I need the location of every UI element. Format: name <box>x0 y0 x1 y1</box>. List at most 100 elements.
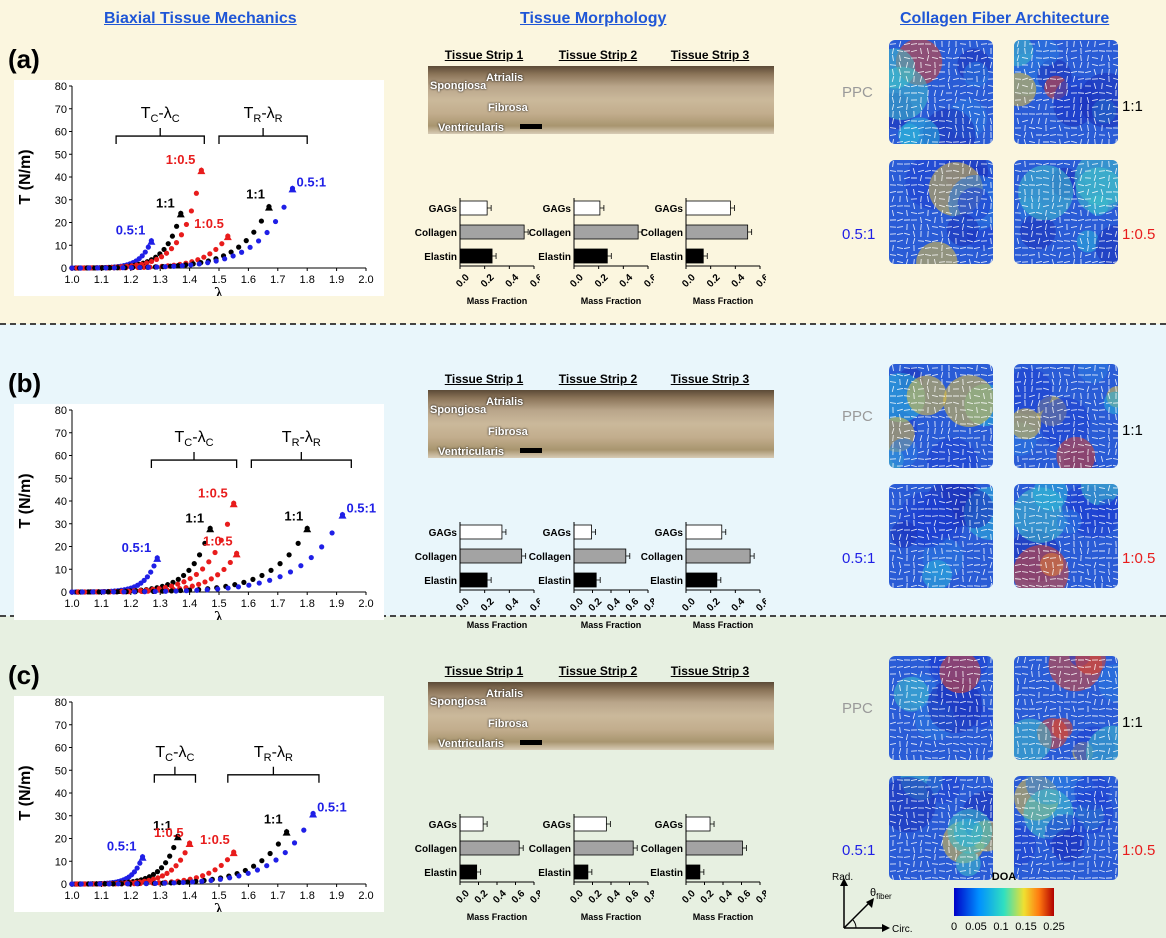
data-point <box>151 563 157 569</box>
fiber-direction <box>954 68 958 76</box>
fiber-direction <box>1070 71 1078 73</box>
fiber-direction <box>945 191 953 193</box>
fiber-direction <box>1051 533 1055 541</box>
fiber-direction <box>1063 458 1071 460</box>
fiber-direction <box>1052 719 1054 727</box>
fiber-map <box>889 484 993 588</box>
fiber-direction <box>1042 714 1050 718</box>
fiber-direction <box>966 126 974 130</box>
data-point <box>264 863 270 869</box>
fiber-direction <box>1058 712 1062 720</box>
fiber-direction <box>1070 402 1078 404</box>
fiber-direction <box>906 103 908 111</box>
rad-bracket-label: TR-λR <box>254 744 293 764</box>
component-label: Collagen <box>529 552 571 563</box>
fiber-direction <box>966 84 974 88</box>
fiber-direction <box>889 666 897 668</box>
fiber-direction <box>926 47 930 55</box>
fiber-direction <box>947 237 951 245</box>
bar-tick-label: 0.0 <box>454 888 472 906</box>
fiber-direction <box>1073 462 1076 468</box>
fiber-direction <box>1044 839 1048 847</box>
fiber-direction <box>1028 126 1036 130</box>
fiber-direction <box>1080 677 1082 685</box>
fiber-direction <box>966 409 974 411</box>
data-point <box>329 530 335 536</box>
circ-bracket-label: TC-λC <box>175 429 214 449</box>
data-point <box>208 877 214 884</box>
fiber-direction <box>1045 420 1047 428</box>
fiber-direction <box>954 47 958 55</box>
fiber-map-svg <box>1014 160 1118 264</box>
fiber-direction <box>1063 450 1071 454</box>
fiber-direction <box>973 84 981 88</box>
fiber-direction <box>910 49 918 53</box>
fiber-direction <box>1108 860 1110 868</box>
data-point <box>256 580 262 586</box>
fiber-direction <box>896 556 904 560</box>
fiber-direction <box>1098 176 1106 180</box>
fiber-direction <box>1101 68 1103 76</box>
fiber-direction <box>1037 505 1041 513</box>
fiber-direction <box>1049 395 1057 397</box>
fiber-direction <box>987 821 993 823</box>
x-tick-label: 1.7 <box>270 274 285 286</box>
series-label: 0.5:1 <box>107 839 137 854</box>
data-point <box>241 579 247 585</box>
bar-tick-label: 0.0 <box>568 888 586 906</box>
fiber-direction <box>889 133 897 137</box>
fiber-direction <box>1017 117 1019 125</box>
fiber-direction <box>1058 740 1062 748</box>
fiber-direction <box>1052 568 1054 576</box>
fiber-direction <box>1038 846 1040 854</box>
fiber-direction <box>1094 698 1096 706</box>
fiber-direction <box>976 40 978 48</box>
fiber-direction <box>1084 736 1092 738</box>
data-point <box>272 218 279 225</box>
fiber-direction <box>1091 827 1099 831</box>
fiber-direction <box>1021 239 1029 243</box>
fiber-direction <box>1077 451 1085 453</box>
fiber-direction <box>899 698 901 706</box>
fiber-direction <box>1052 96 1054 104</box>
bar-elastin <box>685 248 704 264</box>
series-label: 1:1 <box>185 510 204 525</box>
fiber-direction <box>987 508 993 510</box>
layer-label: Fibrosa <box>488 718 528 730</box>
fiber-direction <box>920 371 922 379</box>
fiber-direction <box>1014 500 1022 504</box>
data-point <box>177 587 184 594</box>
fiber-direction <box>1021 408 1029 412</box>
data-point <box>78 881 84 887</box>
fiber-direction <box>973 402 981 404</box>
fiber-direction <box>954 498 958 506</box>
bracket-label-part: R <box>253 113 261 125</box>
fiber-direction <box>913 392 915 400</box>
data-point <box>144 260 150 266</box>
fiber-direction <box>889 381 897 383</box>
fiber-direction <box>952 486 960 490</box>
fiber-direction <box>1056 757 1064 759</box>
fiber-direction <box>959 78 967 80</box>
fiber-direction <box>1098 43 1106 45</box>
tissue-strip-title: Tissue Strip 2 <box>558 664 638 678</box>
fiber-direction <box>926 378 930 386</box>
fiber-direction <box>945 507 953 511</box>
data-point <box>189 583 195 589</box>
theta-symbol: θ <box>870 887 876 899</box>
doa-region <box>1018 165 1074 221</box>
fiber-direction <box>1113 686 1118 690</box>
fiber-direction <box>1028 140 1036 144</box>
error-bar <box>524 229 529 235</box>
fiber-direction <box>889 254 897 256</box>
fiber-direction <box>892 244 894 252</box>
fiber-direction <box>973 556 981 560</box>
bar-tick-label: 0.4 <box>717 888 735 906</box>
fiber-direction <box>1114 797 1118 805</box>
fiber-direction <box>966 91 974 95</box>
fiber-direction <box>1043 848 1049 852</box>
y-tick-label: 30 <box>55 519 67 531</box>
fiber-direction <box>1077 585 1085 587</box>
fiber-direction <box>924 70 932 74</box>
fiber-direction <box>1105 543 1113 545</box>
